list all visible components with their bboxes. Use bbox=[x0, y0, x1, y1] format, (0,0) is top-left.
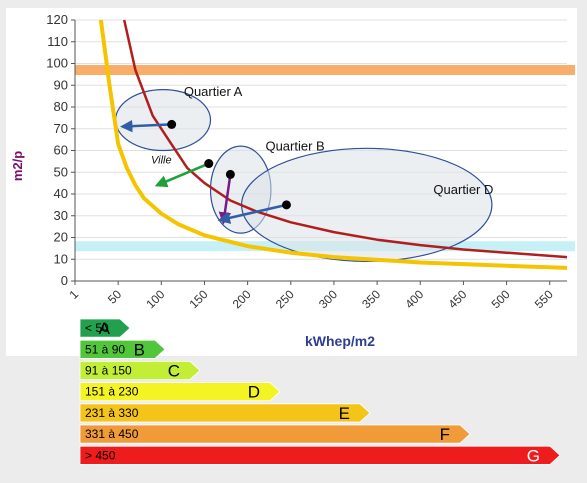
data-point-0 bbox=[167, 119, 177, 129]
series-line-1 bbox=[98, 19, 568, 270]
annotation-label-0: Quartier A bbox=[184, 84, 243, 99]
arrow-1 bbox=[154, 162, 210, 188]
energy-arrow-e bbox=[79, 403, 371, 423]
y-tick-label: 50 bbox=[54, 164, 68, 179]
energy-arrow-b bbox=[79, 339, 166, 359]
energy-range-f: 331 à 450 bbox=[85, 427, 139, 441]
energy-range-g: > 450 bbox=[85, 448, 116, 462]
annotation-label-3: Ville bbox=[151, 155, 172, 167]
y-tick-label: 10 bbox=[54, 251, 68, 266]
annotation-label-1: Quartier B bbox=[265, 139, 324, 154]
y-tick-label: 30 bbox=[54, 208, 68, 223]
x-axis-label: kWhep/m2 bbox=[305, 333, 375, 349]
energy-range-d: 151 à 230 bbox=[85, 385, 139, 399]
energy-range-a: < 50 bbox=[85, 321, 109, 335]
y-tick-label: 90 bbox=[54, 77, 68, 92]
energy-letter-c: C bbox=[168, 362, 180, 381]
energy-arrow-c bbox=[79, 360, 201, 381]
energy-letter-e: E bbox=[339, 404, 350, 423]
energy-letter-f: F bbox=[440, 425, 450, 444]
arrow-0 bbox=[119, 119, 172, 133]
energy-letter-b: B bbox=[134, 340, 145, 359]
energy-range-e: 231 à 330 bbox=[85, 406, 139, 420]
arrow-3 bbox=[217, 203, 287, 224]
energy-range-c: 91 à 150 bbox=[85, 364, 132, 378]
y-tick-label: 20 bbox=[54, 230, 68, 245]
y-tick-label: 120 bbox=[46, 12, 68, 27]
energy-arrow-g bbox=[79, 445, 561, 465]
y-tick-label: 40 bbox=[54, 186, 68, 201]
y-tick-label: 100 bbox=[46, 56, 68, 71]
energy-letter-g: G bbox=[527, 446, 540, 465]
energy-rating-scale: < 50A 51 à 90 B91 à 150 C 151 à 230 D 231 à 33… bbox=[79, 318, 561, 465]
energy-letter-a: A bbox=[99, 319, 111, 338]
district-ellipse-2 bbox=[240, 147, 493, 263]
y-tick-label: 0 bbox=[61, 273, 68, 288]
data-point-3 bbox=[281, 200, 291, 210]
data-point-2 bbox=[225, 169, 235, 179]
energy-arrow-d bbox=[79, 382, 281, 402]
energy-arrow-a bbox=[79, 318, 131, 338]
energy-arrow-f bbox=[79, 424, 471, 444]
energy-range-b: 51 à 90 bbox=[85, 342, 125, 356]
band-0 bbox=[75, 65, 575, 76]
y-tick-label: 60 bbox=[54, 143, 68, 158]
y-axis-label: m2/p bbox=[10, 151, 25, 181]
data-point-1 bbox=[204, 159, 214, 169]
y-tick-label: 80 bbox=[54, 99, 68, 114]
energy-letter-d: D bbox=[248, 383, 260, 402]
y-tick-label: 110 bbox=[47, 34, 68, 49]
y-tick-label: 70 bbox=[54, 121, 68, 136]
annotation-label-2: Quartier D bbox=[433, 182, 493, 197]
